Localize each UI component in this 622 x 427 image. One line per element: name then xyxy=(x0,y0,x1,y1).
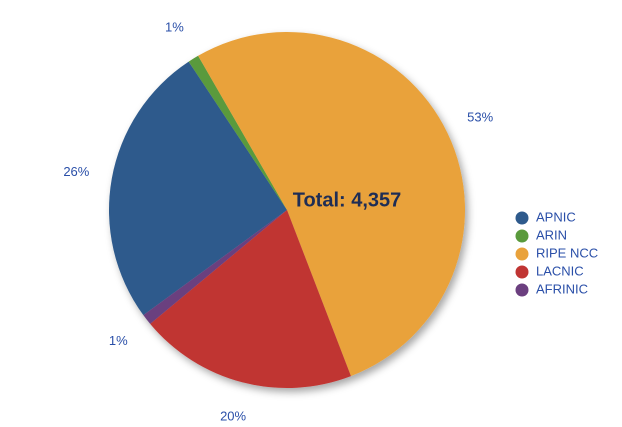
pie xyxy=(109,31,465,388)
total-label: Total: 4,357 xyxy=(293,189,402,211)
legend-label: AFRINIC xyxy=(536,281,588,296)
slice xyxy=(198,31,465,377)
legend-swatch xyxy=(515,229,529,243)
slice xyxy=(188,55,287,211)
slice-label: 1% xyxy=(109,333,128,348)
legend-swatch xyxy=(515,283,529,297)
legend-swatch xyxy=(515,265,529,279)
legend-label: RIPE NCC xyxy=(536,245,598,260)
legend-label: APNIC xyxy=(536,209,576,224)
slice-label: 20% xyxy=(220,409,246,424)
legend-label: LACNIC xyxy=(536,263,584,278)
slice-label: 1% xyxy=(165,19,184,34)
legend-label: ARIN xyxy=(536,227,567,242)
slice xyxy=(109,61,287,316)
slice-label: 53% xyxy=(467,109,493,124)
legend-swatch xyxy=(515,247,529,261)
slice-label: 26% xyxy=(63,164,89,179)
slice xyxy=(150,210,351,388)
slice xyxy=(143,210,287,324)
legend-swatch xyxy=(515,211,529,225)
